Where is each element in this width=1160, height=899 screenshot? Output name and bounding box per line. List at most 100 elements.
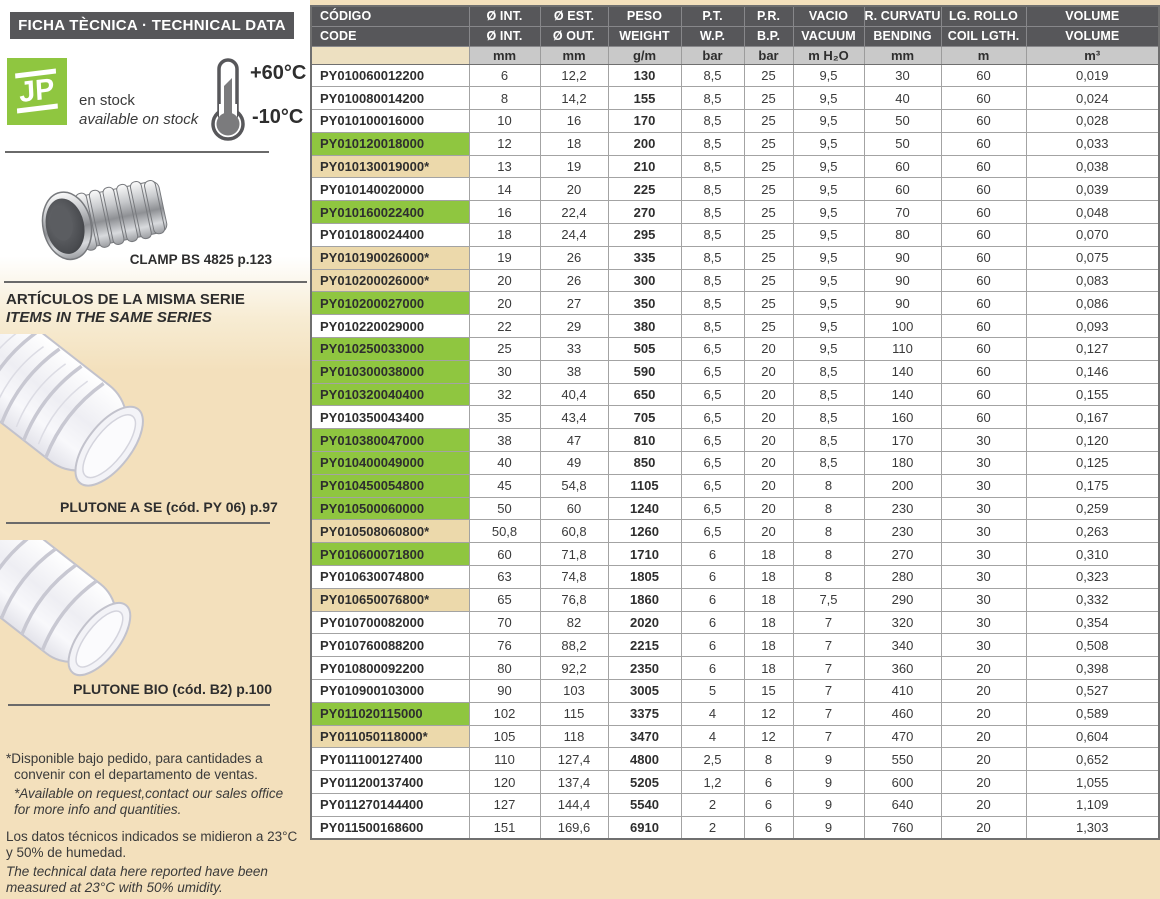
value-cell: 2020 xyxy=(607,610,682,635)
value-cell: 8,5 xyxy=(792,428,865,453)
value-cell: 40 xyxy=(468,451,541,475)
table-row: PY010300038000 30 38 590 6,5 20 8,5 140 60 0,146 xyxy=(310,359,1160,384)
value-cell: 20 xyxy=(743,496,794,521)
value-cell: 1860 xyxy=(607,587,682,612)
value-cell: 16 xyxy=(539,109,609,133)
value-cell: 49 xyxy=(539,451,609,475)
value-cell: 20 xyxy=(468,291,541,316)
table-row: PY011020115000 102 115 3375 4 12 7 460 20 0,589 xyxy=(310,701,1160,726)
value-cell: 9,5 xyxy=(792,245,865,270)
table-row: PY010800092200 80 92,2 2350 6 18 7 360 20 0,398 xyxy=(310,656,1160,681)
series-section-title: ARTÍCULOS DE LA MISMA SERIE ITEMS IN THE… xyxy=(6,291,245,327)
code-cell: PY010160022400 xyxy=(310,200,470,225)
value-cell: 2350 xyxy=(607,656,682,681)
value-cell: 127 xyxy=(468,793,541,817)
value-cell: 9,5 xyxy=(792,154,865,179)
column-header: VOLUME xyxy=(1026,6,1160,27)
value-cell: 505 xyxy=(607,337,682,361)
value-cell: 170 xyxy=(863,428,942,453)
table-row: PY010220029000 22 29 380 8,5 25 9,5 100 60 0,093 xyxy=(310,314,1160,339)
header-row-en: CODE Ø INT. Ø OUT. WEIGHT W.P. B.P. VACUUM BEND… xyxy=(311,26,1160,47)
value-cell: 410 xyxy=(863,679,942,703)
value-cell: 9,5 xyxy=(792,268,865,293)
value-cell: 20 xyxy=(940,701,1027,726)
value-cell: 3375 xyxy=(607,701,682,726)
column-header: CÓDIGO xyxy=(311,6,470,27)
value-cell: 8,5 xyxy=(792,359,865,384)
value-cell: 25 xyxy=(468,337,541,361)
value-cell: 8,5 xyxy=(680,291,745,316)
value-cell: 20 xyxy=(940,747,1027,772)
value-cell: 9,5 xyxy=(792,223,865,247)
value-cell: 100 xyxy=(863,314,942,339)
table-row: PY010160022400 16 22,4 270 8,5 25 9,5 70 60 0,048 xyxy=(310,200,1160,225)
value-cell: 340 xyxy=(863,633,942,658)
value-cell: 130 xyxy=(607,63,682,88)
value-cell: 8,5 xyxy=(680,109,745,133)
value-cell: 7 xyxy=(792,610,865,635)
value-cell: 60 xyxy=(940,154,1027,179)
value-cell: 6,5 xyxy=(680,496,745,521)
value-cell: 20 xyxy=(940,656,1027,681)
value-cell: 360 xyxy=(863,656,942,681)
value-cell: 0,323 xyxy=(1025,565,1160,589)
temperature-max: +60°C xyxy=(250,62,307,84)
value-cell: 230 xyxy=(863,519,942,544)
value-cell: 60 xyxy=(940,63,1027,88)
code-cell: PY010400049000 xyxy=(310,451,470,475)
column-header: WEIGHT xyxy=(608,26,682,47)
value-cell: 30 xyxy=(940,428,1027,453)
value-cell: 20 xyxy=(940,770,1027,794)
value-cell: 110 xyxy=(468,747,541,772)
value-cell: 0,263 xyxy=(1025,519,1160,544)
value-cell: 6,5 xyxy=(680,451,745,475)
column-header: P.R. xyxy=(744,6,794,27)
value-cell: 16 xyxy=(468,200,541,225)
technical-data-table: CÓDIGO Ø INT. Ø EST. PESO P.T. P.R. VACIO R. CU… xyxy=(310,5,1160,841)
divider xyxy=(6,522,270,524)
code-cell: PY011500168600 xyxy=(310,815,470,840)
value-cell: 0,589 xyxy=(1025,701,1160,726)
value-cell: 6 xyxy=(743,815,794,840)
value-cell: 155 xyxy=(607,86,682,111)
value-cell: 230 xyxy=(863,496,942,521)
code-cell: PY010650076800* xyxy=(310,587,470,612)
value-cell: 74,8 xyxy=(539,565,609,589)
value-cell: 90 xyxy=(863,245,942,270)
value-cell: 30 xyxy=(940,496,1027,521)
table-row: PY010630074800 63 74,8 1805 6 18 8 280 30 0,323 xyxy=(310,565,1160,589)
value-cell: 80 xyxy=(468,656,541,681)
value-cell: 0,398 xyxy=(1025,656,1160,681)
plutone-bio-caption: PLUTONE BIO (cód. B2) p.100 xyxy=(73,681,272,697)
value-cell: 0,127 xyxy=(1025,337,1160,361)
value-cell: 20 xyxy=(940,724,1027,749)
value-cell: 15 xyxy=(743,679,794,703)
value-cell: 380 xyxy=(607,314,682,339)
code-cell: PY010380047000 xyxy=(310,428,470,453)
divider xyxy=(4,281,307,283)
value-cell: 0,652 xyxy=(1025,747,1160,772)
page-title: FICHA TÈCNICA · TECHNICAL DATA xyxy=(10,12,294,39)
column-header: LG. ROLLO xyxy=(941,6,1027,27)
code-cell: PY010220029000 xyxy=(310,314,470,339)
value-cell: 705 xyxy=(607,405,682,430)
value-cell: 127,4 xyxy=(539,747,609,772)
table-row: PY010080014200 8 14,2 155 8,5 25 9,5 40 60 0,024 xyxy=(310,86,1160,111)
value-cell: 144,4 xyxy=(539,793,609,817)
value-cell: 88,2 xyxy=(539,633,609,658)
column-header: Ø EST. xyxy=(540,6,609,27)
column-header: Ø OUT. xyxy=(540,26,609,47)
value-cell: 7,5 xyxy=(792,587,865,612)
value-cell: 8,5 xyxy=(792,382,865,407)
unit-cell: m xyxy=(941,46,1027,65)
table-row: PY010180024400 18 24,4 295 8,5 25 9,5 80 60 0,070 xyxy=(310,223,1160,247)
value-cell: 30 xyxy=(940,451,1027,475)
value-cell: 27 xyxy=(539,291,609,316)
value-cell: 54,8 xyxy=(539,473,609,498)
value-cell: 151 xyxy=(468,815,541,840)
value-cell: 6 xyxy=(680,633,745,658)
table-row: PY010200026000* 20 26 300 8,5 25 9,5 90 60 0,083 xyxy=(310,268,1160,293)
thermometer-icon xyxy=(211,58,245,141)
value-cell: 60 xyxy=(940,382,1027,407)
value-cell: 8 xyxy=(792,565,865,589)
